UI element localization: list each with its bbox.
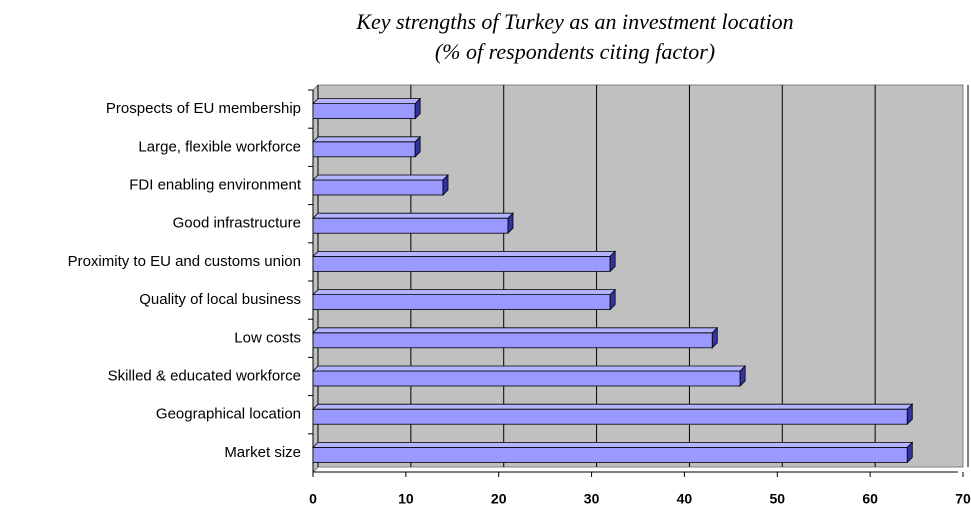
- bar: [312, 217, 509, 234]
- bar-top: [312, 136, 422, 143]
- y-tick-label: Large, flexible workforce: [138, 138, 301, 155]
- bar: [312, 370, 741, 387]
- x-tick-label: 30: [584, 491, 600, 507]
- bar: [312, 103, 416, 119]
- bar-side: [906, 403, 913, 426]
- x-tick-label: 70: [955, 491, 971, 507]
- bar: [312, 294, 611, 311]
- y-tick-label: Geographical location: [156, 406, 301, 423]
- bar-top: [312, 174, 449, 181]
- bar-side: [414, 97, 421, 120]
- bar-side: [507, 212, 514, 235]
- x-tick-label: 10: [398, 491, 414, 507]
- x-tick-label: 40: [677, 491, 693, 507]
- y-tick-label: Quality of local business: [139, 291, 301, 308]
- bar-side: [906, 441, 913, 464]
- bar-top: [312, 98, 422, 104]
- bar-top: [312, 327, 719, 334]
- bar-side: [442, 174, 449, 196]
- x-tick-label: 60: [862, 491, 878, 507]
- y-tick-label: Good infrastructure: [173, 215, 301, 232]
- bar-top: [312, 442, 914, 448]
- bar: [312, 446, 908, 463]
- x-tick-label: 20: [491, 491, 507, 507]
- y-tick-label: Proximity to EU and customs union: [68, 253, 301, 270]
- bar-top: [312, 365, 747, 372]
- bar-top: [312, 403, 914, 410]
- chart-title: Key strengths of Turkey as an investment…: [355, 9, 793, 34]
- bar-top: [312, 251, 617, 257]
- y-tick-label: Market size: [224, 444, 301, 461]
- bar: [312, 332, 713, 349]
- bar: [312, 141, 416, 158]
- bar-side: [739, 365, 746, 387]
- bar: [312, 408, 908, 425]
- bar-top: [312, 289, 617, 295]
- y-tick-label: Skilled & educated workforce: [108, 367, 301, 384]
- chart-subtitle: (% of respondents citing factor): [435, 39, 715, 64]
- y-tick-label: Prospects of EU membership: [106, 100, 301, 117]
- y-tick-label: FDI enabling environment: [129, 176, 302, 193]
- bar: [312, 179, 444, 196]
- x-tick-label: 50: [769, 491, 785, 507]
- plot-back: [317, 84, 964, 468]
- bar-side: [609, 250, 616, 273]
- bar: [312, 255, 611, 272]
- bar-side: [609, 288, 616, 311]
- x-tick-label: 0: [309, 491, 317, 507]
- bar-side: [414, 135, 421, 158]
- y-tick-label: Low costs: [234, 329, 301, 346]
- bar-top: [312, 212, 514, 219]
- bar-side: [711, 326, 718, 349]
